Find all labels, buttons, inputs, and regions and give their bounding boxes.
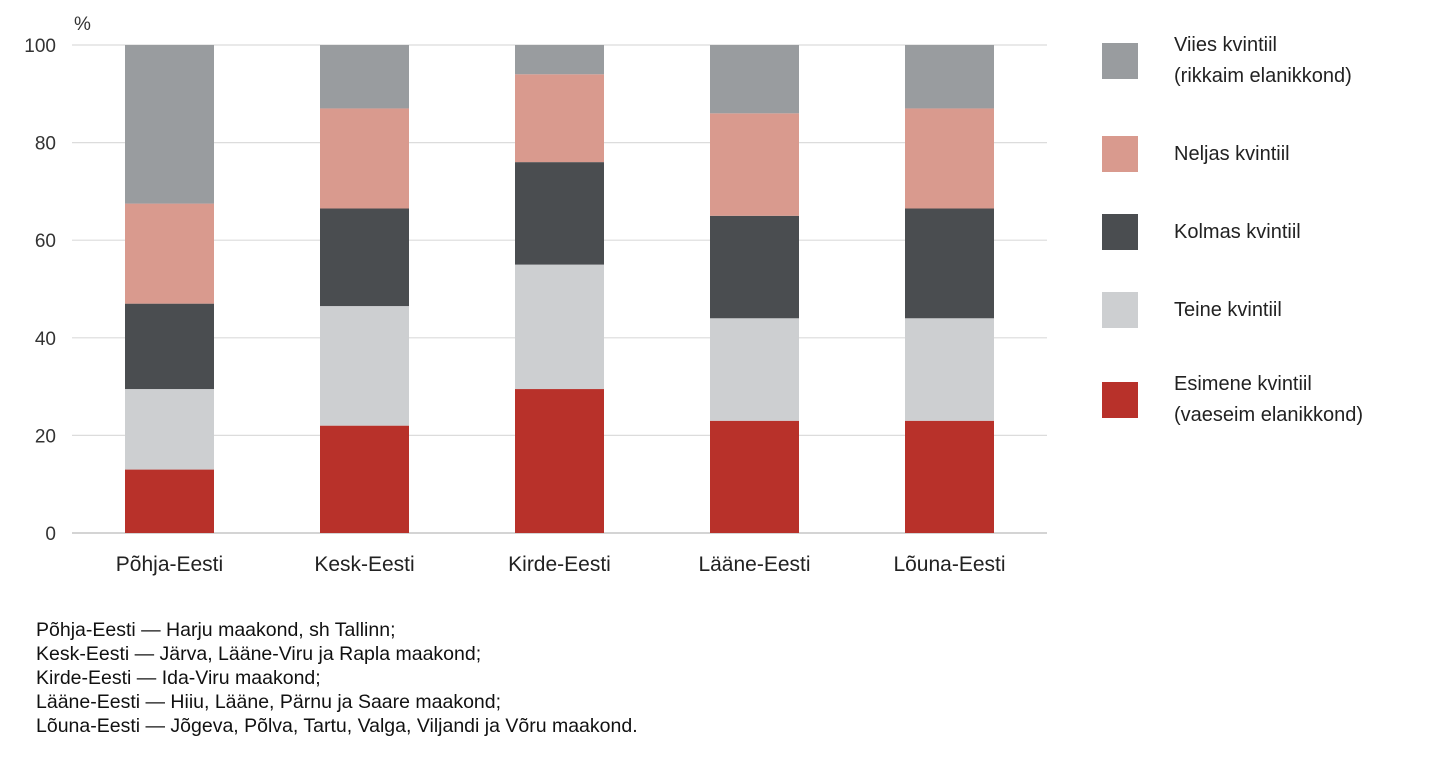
- bar-segment-5-2: [320, 45, 409, 109]
- note-line: Lääne-Eesti — Hiiu, Lääne, Pärnu ja Saar…: [36, 691, 502, 713]
- note-line: Lõuna-Eesti — Jõgeva, Põlva, Tartu, Valg…: [36, 715, 638, 737]
- x-tick-label: Põhja-Eesti: [116, 553, 223, 576]
- bar-segment-2-5: [905, 318, 994, 421]
- legend-label-esimene: Esimene kvintiil (vaeseim elanikkond): [1174, 373, 1363, 426]
- x-tick-label: Lääne-Eesti: [698, 553, 810, 576]
- bar-segment-3-4: [710, 215, 799, 319]
- bar-segment-3-5: [905, 208, 994, 319]
- bar-segment-4-2: [320, 108, 409, 209]
- x-axis-labels: Põhja-Eesti Kesk-Eesti Kirde-Eesti Lääne-Ee…: [116, 553, 1006, 576]
- y-tick-label: 20: [35, 426, 56, 447]
- bar-segment-1-1: [125, 469, 214, 533]
- bar-segment-1-5: [905, 420, 994, 533]
- note-line: Kesk-Eesti — Järva, Lääne-Viru ja Rapla …: [36, 643, 482, 665]
- stacked-bar-chart: 0 20 40 60 80 100 Põhja-Eesti Kesk-Eesti Kirde-…: [24, 14, 1047, 576]
- y-tick-label: 100: [24, 36, 56, 57]
- legend-swatch-teine: [1102, 292, 1138, 328]
- bar-segment-1-4: [710, 420, 799, 533]
- legend-swatch-kolmas: [1102, 214, 1138, 250]
- x-tick-label: Kesk-Eesti: [314, 553, 414, 576]
- bar-segment-3-1: [125, 303, 214, 390]
- bar-segment-2-1: [125, 389, 214, 470]
- legend-swatch-esimene: [1102, 382, 1138, 418]
- bar-segment-2-4: [710, 318, 799, 421]
- y-tick-label: 0: [45, 524, 56, 545]
- region-notes: Põhja-Eesti — Harju maakond, sh Tallinn;…: [36, 618, 638, 738]
- bar-segment-4-3: [515, 74, 604, 163]
- legend-item-esimene: Esimene kvintiil (vaeseim elanikkond): [1102, 369, 1363, 431]
- bar-segment-3-3: [515, 162, 604, 265]
- note-line: Põhja-Eesti — Harju maakond, sh Tallinn;: [36, 619, 396, 641]
- legend-item-kolmas: Kolmas kvintiil: [1102, 214, 1301, 250]
- bar-segment-2-2: [320, 306, 409, 426]
- bars: [125, 45, 994, 533]
- bar-segment-1-2: [320, 425, 409, 533]
- bar-segment-1-3: [515, 389, 604, 533]
- legend-item-teine: Teine kvintiil: [1102, 292, 1282, 328]
- y-tick-label: 40: [35, 329, 56, 350]
- legend-label-kolmas: Kolmas kvintiil: [1174, 220, 1301, 243]
- bar-segment-2-3: [515, 264, 604, 390]
- y-tick-label: 60: [35, 231, 56, 252]
- legend-label-viies: Viies kvintiil (rikkaim elanikkond): [1174, 34, 1352, 87]
- legend-label-neljas: Neljas kvintiil: [1174, 142, 1290, 165]
- y-axis-ticks: 0 20 40 60 80 100: [24, 36, 56, 545]
- x-tick-label: Kirde-Eesti: [508, 553, 611, 576]
- legend-swatch-viies: [1102, 43, 1138, 79]
- bar-segment-5-3: [515, 45, 604, 75]
- legend-item-neljas: Neljas kvintiil: [1102, 136, 1290, 172]
- bar-segment-4-5: [905, 108, 994, 209]
- bar-segment-5-4: [710, 45, 799, 114]
- bar-segment-5-5: [905, 45, 994, 109]
- x-tick-label: Lõuna-Eesti: [893, 553, 1005, 576]
- bar-segment-4-1: [125, 203, 214, 304]
- bar-segment-3-2: [320, 208, 409, 307]
- legend-item-viies: Viies kvintiil (rikkaim elanikkond): [1102, 30, 1352, 92]
- y-unit-label: %: [74, 14, 91, 35]
- y-tick-label: 80: [35, 134, 56, 155]
- bar-segment-5-1: [125, 45, 214, 204]
- note-line: Kirde-Eesti — Ida-Viru maakond;: [36, 667, 321, 689]
- bar-segment-4-4: [710, 113, 799, 216]
- legend-label-teine: Teine kvintiil: [1174, 298, 1282, 321]
- legend-swatch-neljas: [1102, 136, 1138, 172]
